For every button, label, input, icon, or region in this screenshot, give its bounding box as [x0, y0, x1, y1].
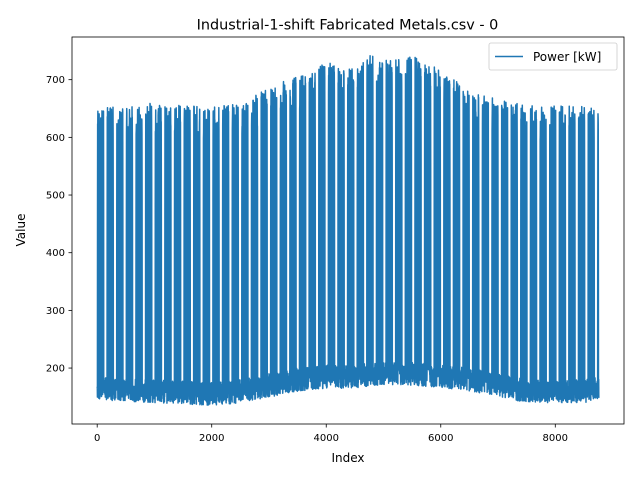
y-tick-label: 700	[46, 75, 65, 86]
x-tick-label: 6000	[428, 433, 453, 444]
chart-title: Industrial-1-shift Fabricated Metals.csv…	[197, 18, 499, 34]
plot-area	[96, 55, 600, 406]
x-tick-label: 0	[94, 433, 100, 444]
x-tick-label: 8000	[543, 433, 568, 444]
y-tick-label: 400	[46, 248, 65, 259]
y-axis-ticks: 200 300 400 500 600 700	[46, 75, 72, 375]
x-tick-label: 4000	[314, 433, 339, 444]
y-tick-label: 200	[46, 364, 65, 375]
y-tick-label: 300	[46, 306, 65, 317]
series-line-power	[96, 55, 600, 406]
plot-frame	[71, 36, 625, 425]
x-axis-ticks: 0 2000 4000 6000 8000	[94, 424, 568, 444]
legend: Power [kW]	[488, 42, 618, 71]
y-tick-label: 500	[46, 191, 65, 202]
y-tick-label: 600	[46, 133, 65, 144]
legend-box	[488, 42, 618, 71]
legend-label: Power [kW]	[533, 50, 601, 64]
x-tick-label: 2000	[199, 433, 224, 444]
y-axis-label: Value	[14, 214, 28, 247]
x-axis-label: Index	[331, 451, 364, 465]
